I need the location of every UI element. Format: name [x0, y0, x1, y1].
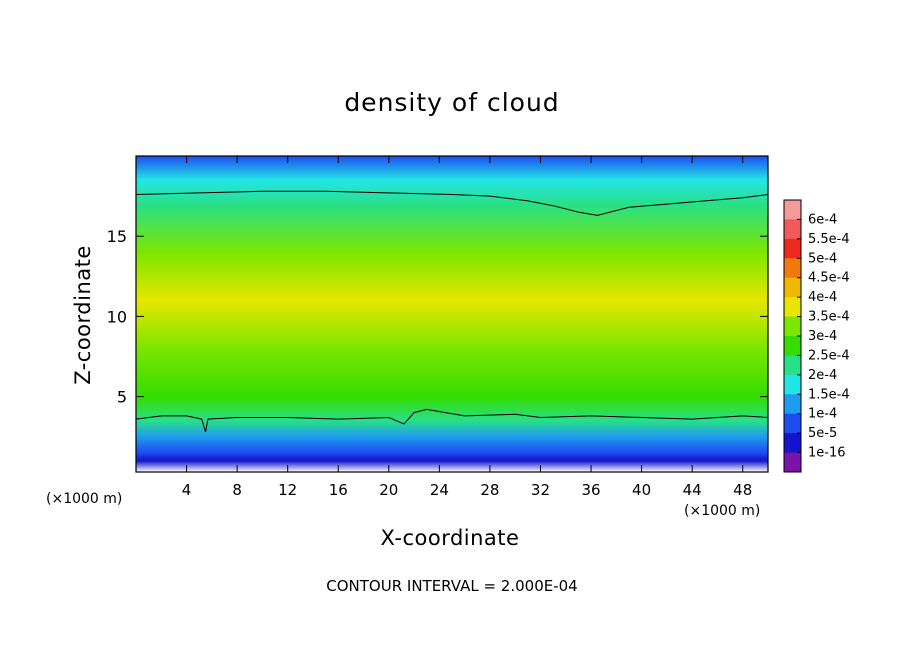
- contour-lines: [135, 190, 769, 433]
- colorbar-label: 1e-4: [808, 407, 837, 422]
- colorbar-label: 3.5e-4: [808, 310, 850, 325]
- plot-area: [136, 156, 768, 472]
- colorbar-swatch: [784, 394, 801, 415]
- colorbar-label: 5e-4: [808, 251, 837, 266]
- x-unit-left: (×1000 m): [46, 491, 123, 507]
- colorbar-swatch: [784, 297, 801, 318]
- colorbar-swatch: [784, 374, 801, 395]
- colorbar-label: 2e-4: [808, 368, 837, 383]
- colorbar-swatch: [784, 238, 801, 259]
- x-tick-label: 8: [232, 481, 242, 499]
- y-tick-label: 5: [117, 388, 127, 407]
- colorbar-label: 3e-4: [808, 329, 837, 344]
- x-tick-label: 16: [329, 481, 348, 499]
- y-axis-label: Z-coordinate: [71, 245, 95, 385]
- colorbar-swatch: [784, 452, 801, 473]
- colorbar-swatch: [784, 413, 801, 434]
- x-tick-label: 4: [182, 481, 192, 499]
- x-axis-label: X-coordinate: [380, 526, 520, 550]
- x-tick-label: 28: [480, 481, 499, 499]
- colorbar-swatch: [784, 433, 801, 454]
- contour-line-1: [135, 408, 769, 433]
- colorbar-label: 6e-4: [808, 212, 837, 227]
- colorbar-label: 4.5e-4: [808, 271, 850, 286]
- colorbar-label: 5e-5: [808, 426, 837, 441]
- colorbar-swatch: [784, 219, 801, 240]
- colorbar-swatch: [784, 258, 801, 279]
- x-tick-label: 24: [430, 481, 449, 499]
- x-tick-label: 12: [278, 481, 297, 499]
- colorbar-swatch: [784, 316, 801, 337]
- colorbar-swatch: [784, 200, 801, 220]
- colorbar-swatch: [784, 355, 801, 376]
- x-tick-label: 20: [379, 481, 398, 499]
- x-tick-label: 40: [632, 481, 651, 499]
- colorbar-label: 1.5e-4: [808, 387, 850, 402]
- plot-frame: [135, 155, 769, 473]
- colorbar-swatch: [784, 277, 801, 298]
- x-tick-label: 36: [581, 481, 600, 499]
- x-tick-label: 44: [683, 481, 702, 499]
- y-tick-label: 15: [107, 227, 127, 246]
- x-tick-label: 48: [733, 481, 752, 499]
- contour-interval-note: CONTOUR INTERVAL = 2.000E-04: [326, 577, 578, 595]
- x-tick-label: 32: [531, 481, 550, 499]
- density-field: [136, 156, 768, 472]
- colorbar-swatch: [784, 336, 801, 356]
- colorbar: 6e-4 5.5e-4 5e-4 4.5e-4 4e-4 3.5e-4 3e-4 2.5e-4…: [783, 199, 850, 473]
- y-tick-label: 10: [107, 307, 127, 326]
- colorbar-label: 4e-4: [808, 290, 837, 305]
- contour-line-0: [135, 190, 769, 216]
- x-unit-right: (×1000 m): [684, 503, 761, 519]
- chart-title: density of cloud: [344, 88, 560, 117]
- colorbar-label: 2.5e-4: [808, 348, 850, 363]
- colorbar-label: 1e-16: [808, 446, 846, 461]
- colorbar-label: 5.5e-4: [808, 232, 850, 247]
